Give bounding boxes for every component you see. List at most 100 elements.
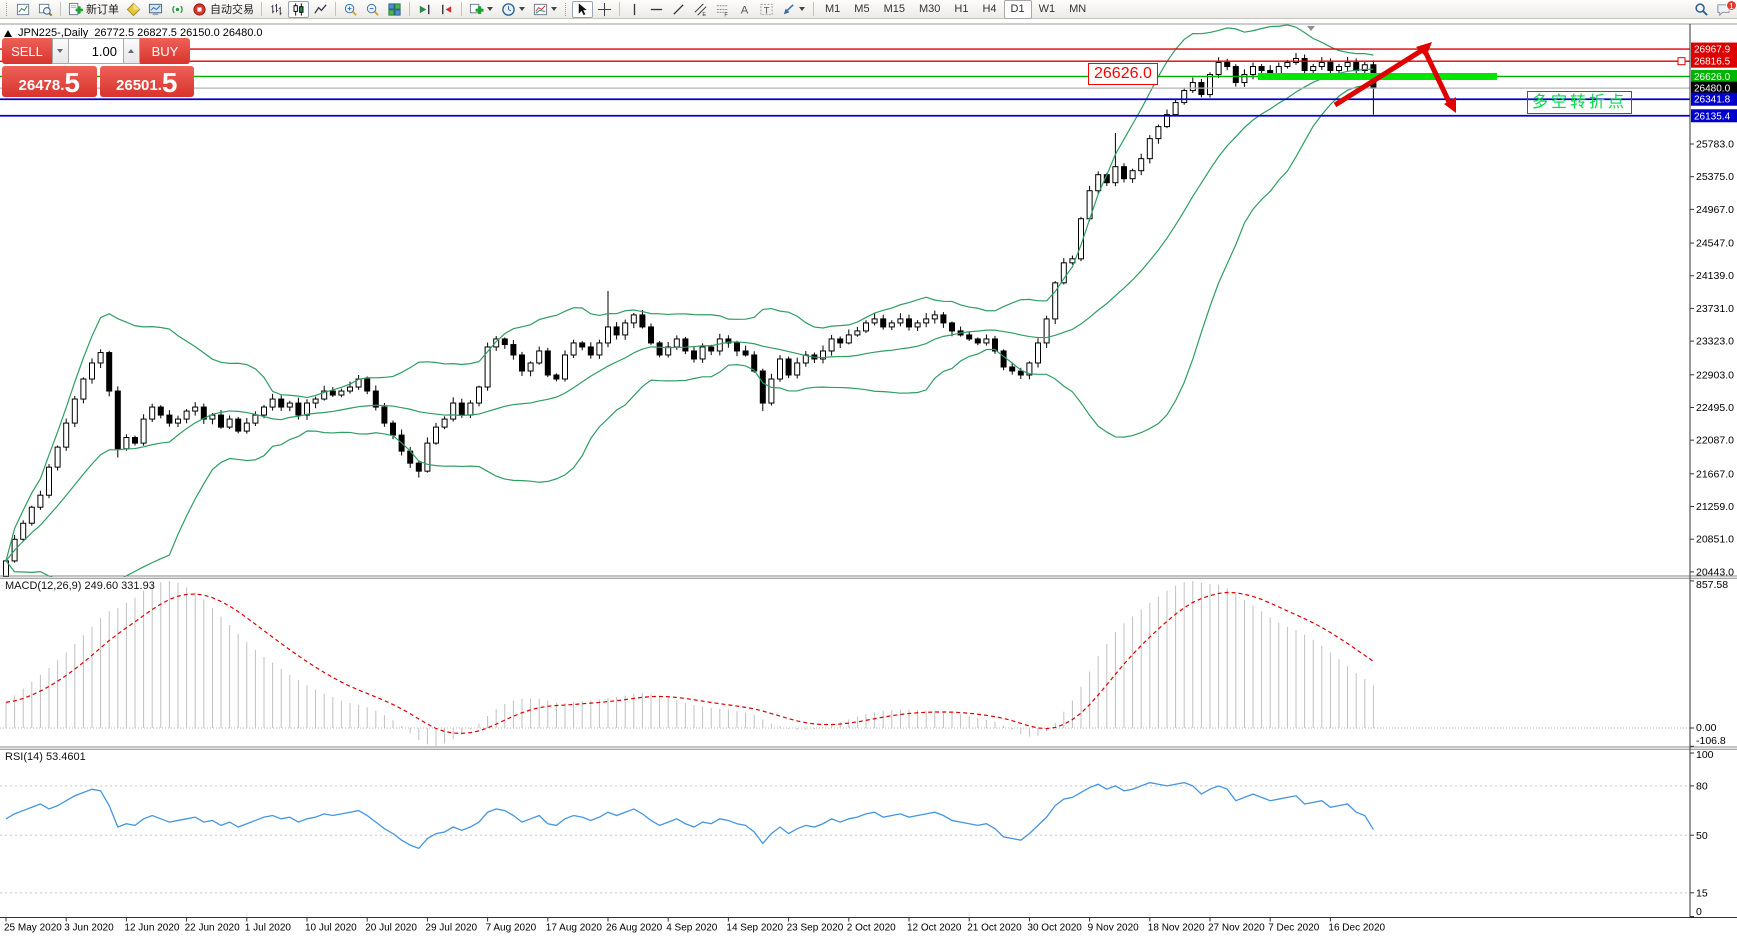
svg-text:17 Aug 2020: 17 Aug 2020 xyxy=(546,923,603,934)
svg-text:12 Oct 2020: 12 Oct 2020 xyxy=(907,923,962,934)
timeframe-h4[interactable]: H4 xyxy=(982,3,997,15)
crosshair-tool-button[interactable] xyxy=(594,1,615,18)
svg-text:26135.4: 26135.4 xyxy=(1694,111,1731,122)
buy-price-display[interactable]: 26501. 5 xyxy=(99,66,194,97)
line-chart-button[interactable] xyxy=(310,1,331,18)
timeframe-d1[interactable]: D1 xyxy=(1003,0,1032,19)
trendline-tool-button[interactable] xyxy=(668,1,689,18)
signals-button[interactable] xyxy=(167,1,188,18)
text-tool-button[interactable]: A xyxy=(734,1,755,18)
svg-text:7 Aug 2020: 7 Aug 2020 xyxy=(486,923,537,934)
svg-text:A: A xyxy=(741,4,749,16)
timeframe-m15[interactable]: M15 xyxy=(883,3,905,15)
arrowhead-up xyxy=(1416,42,1432,57)
svg-text:29 Jul 2020: 29 Jul 2020 xyxy=(425,923,477,934)
svg-text:10 Jul 2020: 10 Jul 2020 xyxy=(305,923,357,934)
chart-shift-marker[interactable] xyxy=(1307,26,1315,31)
candlestick-button[interactable] xyxy=(288,0,309,18)
candlestick-icon xyxy=(293,2,304,16)
chart-shift-icon xyxy=(442,4,452,14)
svg-text:100: 100 xyxy=(1696,749,1714,761)
svg-text:16 Dec 2020: 16 Dec 2020 xyxy=(1328,923,1385,934)
volume-increase-button[interactable] xyxy=(123,38,140,64)
sell-button[interactable]: SELL xyxy=(2,38,52,64)
new-chart-button[interactable] xyxy=(13,1,34,18)
svg-text:E: E xyxy=(702,12,706,17)
search-button[interactable] xyxy=(1691,1,1712,18)
price-callout-label[interactable]: 26626.0 xyxy=(1088,63,1158,85)
svg-text:27 Nov 2020: 27 Nov 2020 xyxy=(1208,923,1265,934)
profiles-button[interactable] xyxy=(35,1,56,18)
bar-chart-icon xyxy=(271,3,282,15)
svg-text:25783.0: 25783.0 xyxy=(1696,139,1734,151)
toolbar-separator xyxy=(409,2,410,16)
zoom-in-button[interactable] xyxy=(340,1,361,18)
zoom-out-button[interactable] xyxy=(362,1,383,18)
volume-input[interactable]: 1.00 xyxy=(69,38,123,64)
cursor-tool-button[interactable] xyxy=(572,0,593,18)
fibonacci-tool-button[interactable]: F xyxy=(712,1,733,18)
chevron-down-icon xyxy=(487,6,493,11)
tile-windows-button[interactable] xyxy=(384,1,405,18)
timeframe-mn[interactable]: MN xyxy=(1069,3,1087,15)
one-click-trading-panel: SELL 1.00 BUY 26478. 5 26501. 5 xyxy=(2,38,194,97)
timeframe-m1[interactable]: M1 xyxy=(825,3,841,15)
trendline-handle[interactable] xyxy=(1490,72,1497,80)
chat-button[interactable]: 1 xyxy=(1713,0,1737,18)
templates-button[interactable] xyxy=(530,1,561,18)
autotrading-button[interactable]: 自动交易 xyxy=(189,1,257,18)
ohlc-summary: 26772.5 26827.5 26150.0 26480.0 xyxy=(94,27,263,39)
marketwatch-button[interactable] xyxy=(145,1,166,18)
svg-text:21 Oct 2020: 21 Oct 2020 xyxy=(967,923,1022,934)
chevron-down-icon xyxy=(519,6,525,11)
svg-text:3 Jun 2020: 3 Jun 2020 xyxy=(64,923,114,934)
macd-indicator-label: MACD(12,26,9) 249.60 331.93 xyxy=(5,580,155,592)
buy-button[interactable]: BUY xyxy=(140,38,190,64)
arrows-tool-button[interactable] xyxy=(778,1,809,18)
toolbar-separator xyxy=(261,2,262,16)
crosshair-icon xyxy=(597,2,612,16)
new-order-label: 新订单 xyxy=(86,4,119,16)
timeframe-h1[interactable]: H1 xyxy=(954,3,969,15)
collapse-panel-icon[interactable] xyxy=(4,29,12,37)
indicators-icon xyxy=(469,3,484,14)
tile-windows-icon xyxy=(388,2,401,16)
toolbar-grip xyxy=(565,2,568,16)
line-chart-icon xyxy=(314,3,327,14)
text-label-tool-button[interactable]: T xyxy=(756,1,777,18)
cursor-icon xyxy=(578,2,587,15)
timeframe-m5[interactable]: M5 xyxy=(854,3,870,15)
timeframe-m30[interactable]: M30 xyxy=(918,3,941,15)
svg-text:24967.0: 24967.0 xyxy=(1696,204,1734,216)
new-order-button[interactable]: 新订单 xyxy=(65,1,122,18)
sell-price-display[interactable]: 26478. 5 xyxy=(2,66,97,97)
chart-shift-button[interactable] xyxy=(436,1,457,18)
templates-icon xyxy=(533,3,548,15)
axes: 25783.0 25375.0 24967.0 24547.0 24139.0 23731… xyxy=(0,23,1737,934)
bar-chart-button[interactable] xyxy=(266,1,287,18)
sell-price: 26478. xyxy=(18,77,65,94)
marketwatch-icon xyxy=(148,3,163,15)
svg-text:26626.0: 26626.0 xyxy=(1694,72,1731,83)
periods-button[interactable] xyxy=(498,1,529,18)
indicators-button[interactable] xyxy=(466,1,497,18)
chinese-note-label[interactable]: 多空转折点 xyxy=(1527,91,1633,114)
vertical-line-tool-button[interactable] xyxy=(624,1,645,18)
zoom-in-icon xyxy=(344,3,357,16)
sell-price-pip: 5 xyxy=(64,67,80,99)
trendline-icon xyxy=(673,3,684,15)
channel-tool-button[interactable]: E xyxy=(690,1,711,18)
volume-decrease-button[interactable] xyxy=(52,38,69,64)
horizontal-levels xyxy=(0,48,1690,117)
candlestick-series xyxy=(3,53,1377,577)
auto-scroll-button[interactable] xyxy=(414,1,435,18)
metaeditor-button[interactable] xyxy=(123,1,144,18)
horizontal-line-tool-button[interactable] xyxy=(646,1,667,18)
toolbar-separator xyxy=(813,2,814,16)
svg-text:0.00: 0.00 xyxy=(1696,722,1717,734)
symbol-period-label: JPN225-,Daily xyxy=(18,27,89,39)
svg-text:26967.9: 26967.9 xyxy=(1694,45,1731,56)
timeframe-w1[interactable]: W1 xyxy=(1038,3,1056,15)
